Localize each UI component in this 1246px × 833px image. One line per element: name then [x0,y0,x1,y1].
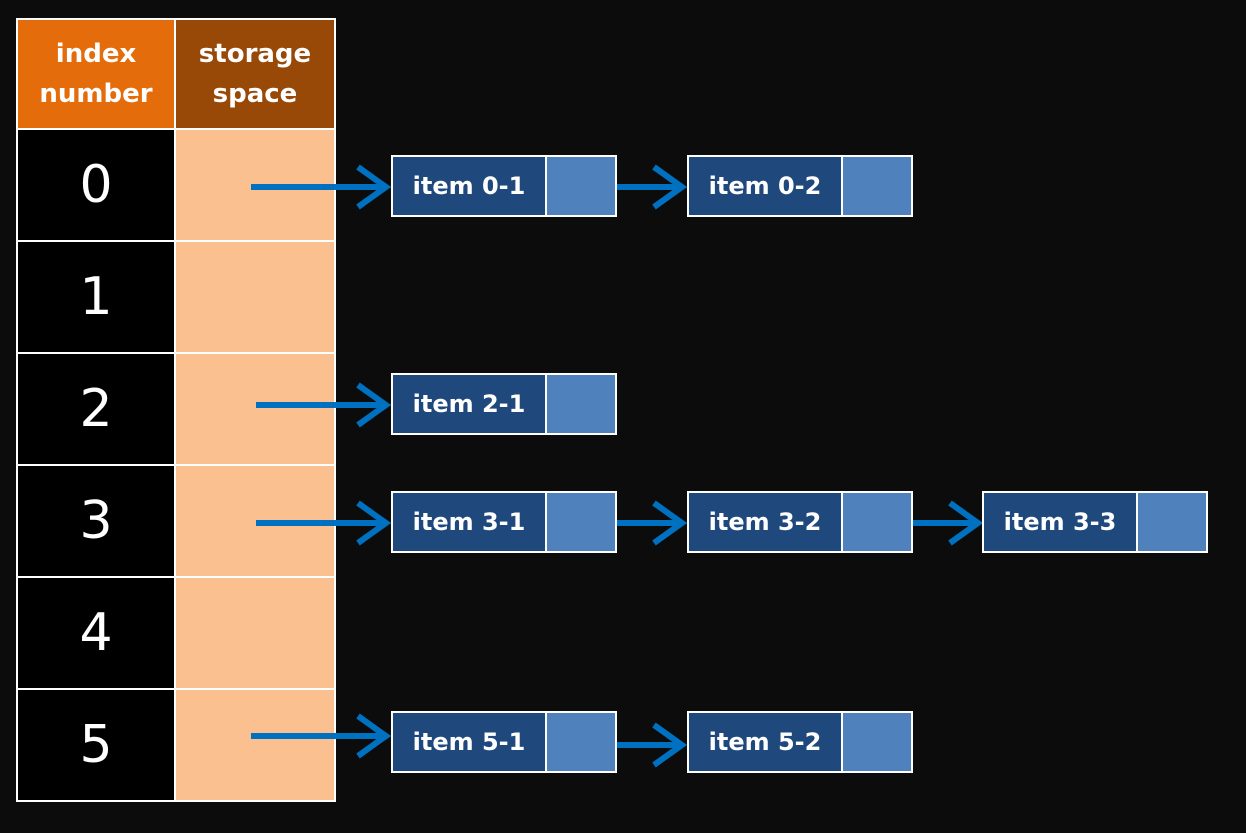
storage-slot [174,688,336,802]
table-row: 5 [16,688,336,802]
node-label: item 5-2 [687,711,843,773]
index-cell: 4 [16,576,176,690]
node-pointer [841,491,913,553]
arrowhead [652,500,688,546]
node-label: item 3-2 [687,491,843,553]
arrowhead [356,382,392,428]
list-node: item 0-1 [391,155,617,217]
node-pointer [545,711,617,773]
node-pointer [841,155,913,217]
storage-slot [174,128,336,242]
list-node: item 2-1 [391,373,617,435]
index-cell: 2 [16,352,176,466]
arrowhead [652,722,688,768]
arrowhead [948,500,984,546]
list-node: item 0-2 [687,155,913,217]
node-pointer [545,491,617,553]
storage-slot [174,464,336,578]
list-node: item 3-3 [982,491,1208,553]
table-row: 2 [16,352,336,466]
table-row: 1 [16,240,336,354]
node-pointer [1136,491,1208,553]
index-cell: 1 [16,240,176,354]
list-node: item 3-1 [391,491,617,553]
table-row: 3 [16,464,336,578]
list-node: item 5-1 [391,711,617,773]
node-pointer [841,711,913,773]
arrowhead [652,164,688,210]
arrowhead [356,713,392,759]
node-label: item 3-1 [391,491,547,553]
index-cell: 3 [16,464,176,578]
storage-slot [174,240,336,354]
table-row: 0 [16,128,336,242]
node-label: item 0-1 [391,155,547,217]
list-node: item 3-2 [687,491,913,553]
storage-space-header: storage space [174,18,336,130]
storage-slot [174,352,336,466]
index-cell: 0 [16,128,176,242]
list-node: item 5-2 [687,711,913,773]
node-label: item 3-3 [982,491,1138,553]
table-row: 4 [16,576,336,690]
storage-slot [174,576,336,690]
arrowhead [356,500,392,546]
node-pointer [545,155,617,217]
index-cell: 5 [16,688,176,802]
node-pointer [545,373,617,435]
node-label: item 5-1 [391,711,547,773]
arrowhead [356,164,392,210]
node-label: item 0-2 [687,155,843,217]
index-number-header: index number [16,18,176,130]
node-label: item 2-1 [391,373,547,435]
